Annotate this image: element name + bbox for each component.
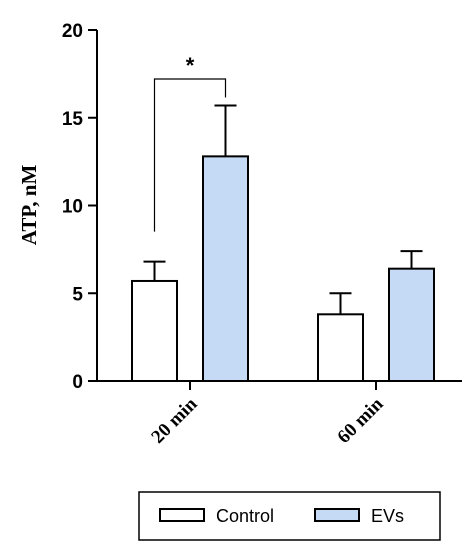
bars bbox=[131, 104, 435, 382]
y-tick-label: 20 bbox=[62, 21, 83, 42]
bar-control bbox=[131, 279, 178, 382]
y-axis-title: ATP, nM bbox=[17, 165, 41, 246]
legend-label-evs: EVs bbox=[371, 506, 404, 526]
bar-evs bbox=[202, 155, 249, 382]
y-axis: 0 5 10 15 20 bbox=[62, 21, 98, 393]
significance-annotation: * bbox=[153, 53, 227, 232]
significance-bracket bbox=[153, 78, 227, 232]
y-tick-label: 15 bbox=[62, 109, 84, 130]
bar-control bbox=[317, 313, 364, 382]
legend-swatch-control bbox=[159, 508, 205, 522]
x-axis: 20 min 60 min bbox=[97, 380, 462, 448]
legend: Control EVs bbox=[138, 491, 441, 541]
y-tick-label: 0 bbox=[72, 372, 83, 393]
legend-label-control: Control bbox=[216, 506, 274, 526]
bar-evs bbox=[388, 267, 435, 382]
y-tick-label: 5 bbox=[72, 284, 83, 305]
x-tick-label: 60 min bbox=[333, 393, 387, 447]
legend-swatch-evs bbox=[314, 508, 360, 522]
significance-star: * bbox=[186, 53, 195, 78]
y-tick-label: 10 bbox=[62, 197, 83, 218]
x-tick-label: 20 min bbox=[147, 393, 201, 447]
